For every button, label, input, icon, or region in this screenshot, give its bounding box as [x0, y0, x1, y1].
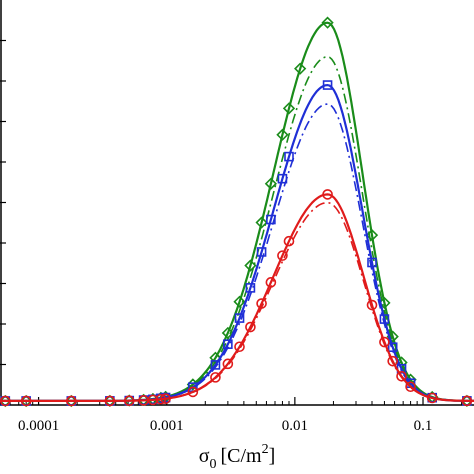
data-point-circle: [187, 386, 199, 398]
data-point-circle: [265, 277, 277, 288]
data-point-circle: [322, 189, 333, 200]
data-point-circle: [256, 298, 267, 309]
x-tick-label: 0.01: [282, 418, 308, 434]
data-point-circle: [396, 370, 407, 382]
data-point-circle: [387, 355, 398, 367]
data-point-circle: [0, 395, 11, 407]
data-point-circle: [461, 395, 473, 407]
axes: [0, 0, 474, 406]
series-diamond: [0, 16, 474, 408]
data-point-square: [379, 314, 390, 324]
data-point-circle: [147, 394, 159, 406]
data-point-square: [210, 360, 221, 370]
data-point-diamond: [221, 326, 234, 340]
data-point-square: [387, 342, 398, 352]
x-axis-label-superscript: 2: [262, 442, 269, 457]
series-line-solid: [0, 21, 474, 402]
x-axis-label-close: ]: [269, 445, 276, 467]
data-point-circle: [123, 395, 135, 407]
data-point-circle: [379, 336, 390, 348]
data-point-square: [266, 214, 276, 225]
data-point-diamond: [276, 128, 289, 141]
data-point-diamond: [365, 229, 379, 242]
series-square: [0, 80, 474, 406]
data-point-square: [223, 339, 233, 349]
x-axis-label-unit: [C/m: [220, 445, 262, 467]
data-point-square: [284, 151, 294, 162]
data-point-diamond: [233, 295, 246, 308]
data-point-circle: [104, 395, 116, 407]
data-point-circle: [160, 393, 171, 405]
data-point-diamond: [282, 102, 296, 115]
data-point-circle: [210, 372, 221, 383]
data-point-square: [245, 283, 256, 293]
data-point-square: [277, 173, 288, 184]
data-point-circle: [65, 395, 77, 407]
data-point-circle: [277, 250, 288, 261]
x-tick-label: 0.001: [150, 418, 184, 434]
tick-labels: 0.0001 0.001 0.01 0.1: [18, 418, 432, 434]
data-point-square: [322, 80, 333, 90]
series-layer: [0, 16, 474, 408]
x-axis-label-symbol: σ: [199, 445, 210, 467]
series-circle: [0, 189, 474, 407]
x-axis-label-subscript: 0: [209, 457, 216, 472]
data-point-circle: [366, 299, 378, 311]
data-point-diamond: [294, 62, 307, 75]
data-point-diamond: [244, 259, 257, 272]
data-point-circle: [426, 392, 438, 404]
data-point-circle: [283, 235, 295, 247]
x-axis-label: σ0 [C/m2]: [199, 442, 276, 472]
data-point-circle: [234, 341, 245, 353]
x-tick-label: 0.1: [414, 418, 433, 434]
data-point-circle: [245, 321, 256, 333]
data-point-square: [256, 247, 267, 257]
series-line-dashdot: [0, 55, 474, 402]
data-point-diamond: [209, 351, 222, 364]
data-point-diamond: [321, 16, 334, 29]
data-point-circle: [222, 358, 234, 370]
data-point-square: [367, 257, 377, 268]
data-point-diamond: [264, 177, 278, 190]
series-line-solid: [0, 83, 474, 402]
data-point-circle: [155, 393, 167, 405]
data-point-diamond: [255, 216, 268, 229]
data-point-circle: [405, 381, 416, 393]
data-point-square: [234, 313, 245, 323]
series-line-dashdot: [0, 103, 474, 402]
x-tick-label: 0.0001: [18, 418, 59, 434]
data-point-circle: [20, 395, 32, 407]
